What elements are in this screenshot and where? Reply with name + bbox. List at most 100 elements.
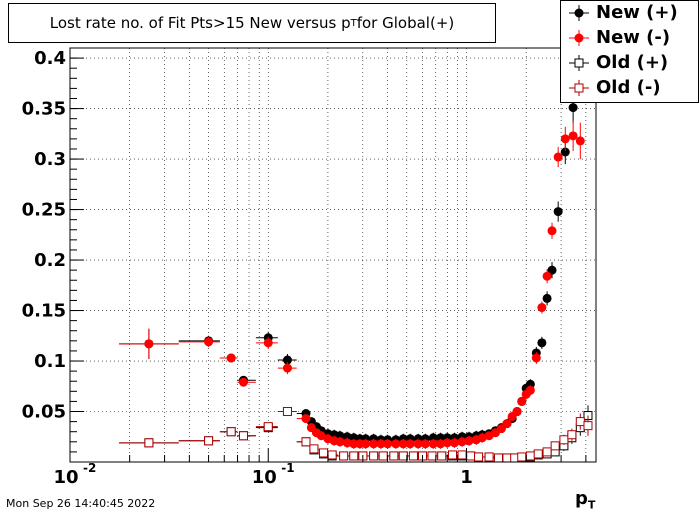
- data-point: [450, 437, 460, 448]
- point-marker: [383, 439, 393, 449]
- point-marker: [531, 353, 541, 363]
- legend-label-new-plus: New (+): [596, 2, 678, 23]
- data-point: [327, 450, 338, 460]
- chart-title-sub: T: [350, 17, 357, 29]
- data-point: [335, 436, 345, 447]
- point-marker: [204, 337, 214, 347]
- data-point: [408, 451, 418, 461]
- data-point: [531, 351, 541, 365]
- point-marker: [144, 438, 154, 448]
- x-axis-label: pT: [575, 488, 595, 512]
- point-marker: [282, 363, 292, 373]
- legend-item-new-minus: New (-): [561, 26, 700, 51]
- point-marker: [560, 147, 570, 157]
- timestamp: Mon Sep 26 14:40:45 2022: [6, 497, 156, 510]
- legend-marker-new-plus: [569, 5, 589, 21]
- data-point: [178, 335, 220, 346]
- point-marker: [533, 449, 543, 459]
- data-point: [553, 201, 563, 222]
- legend-marker-new-minus: [569, 30, 589, 46]
- data-point: [447, 450, 458, 460]
- point-marker: [427, 451, 437, 461]
- point-marker: [282, 355, 292, 365]
- y-tick-label: 0.05: [22, 402, 66, 423]
- y-tick-label: 0.1: [34, 351, 66, 372]
- data-point: [553, 146, 563, 168]
- point-marker: [398, 439, 408, 449]
- data-point: [405, 438, 415, 449]
- point-marker: [301, 414, 311, 424]
- point-marker: [309, 444, 319, 454]
- point-marker: [226, 427, 236, 437]
- data-point: [277, 407, 297, 417]
- point-marker: [464, 436, 474, 446]
- x-tick-label: 10: [53, 467, 78, 488]
- data-point: [550, 441, 560, 451]
- chart-title: Lost rate no. of Fit Pts>15 New versus p…: [8, 3, 496, 43]
- point-marker: [349, 439, 359, 449]
- point-marker: [537, 303, 547, 313]
- point-marker: [448, 450, 458, 460]
- point-marker: [226, 353, 236, 363]
- data-point: [474, 452, 484, 462]
- data-point: [517, 452, 527, 462]
- series-layer: [119, 92, 593, 463]
- data-point: [457, 436, 467, 447]
- point-marker: [474, 452, 484, 462]
- point-marker: [361, 439, 371, 449]
- point-marker: [547, 226, 557, 236]
- legend: New (+) New (-) Old (+) Old (-): [560, 0, 699, 103]
- data-point: [316, 431, 326, 441]
- point-marker: [512, 407, 522, 417]
- point-marker: [567, 430, 577, 440]
- point-marker: [568, 131, 578, 141]
- data-point: [398, 438, 408, 449]
- point-marker: [437, 451, 447, 461]
- legend-label-old-minus: Old (-): [596, 77, 661, 98]
- data-point: [537, 301, 547, 314]
- point-marker: [301, 437, 311, 447]
- data-point: [560, 126, 570, 151]
- point-marker: [466, 451, 476, 461]
- point-marker: [547, 265, 557, 275]
- point-marker: [282, 407, 292, 417]
- legend-label-old-plus: Old (+): [596, 52, 669, 73]
- axis-layer: 0.05 0.1 0.15 0.2 0.25 0.3 0.35 0.4 10 -2 10 -1 1: [22, 48, 587, 488]
- data-point: [342, 437, 352, 448]
- data-point: [178, 336, 220, 347]
- legend-item-new-plus: New (+): [561, 1, 700, 26]
- data-point: [237, 377, 256, 387]
- point-marker: [493, 453, 503, 463]
- point-marker: [327, 450, 337, 460]
- point-marker: [550, 441, 560, 451]
- chart-title-prefix: Lost rate no. of Fit Pts>15 New versus p: [49, 14, 351, 32]
- data-point: [547, 262, 557, 279]
- data-point: [296, 414, 311, 424]
- point-marker: [542, 447, 552, 457]
- point-marker: [144, 339, 154, 349]
- data-point: [583, 415, 593, 436]
- x-tick-label-exponent: -2: [83, 461, 96, 475]
- data-point: [318, 448, 329, 458]
- data-point: [388, 451, 399, 461]
- point-marker: [319, 448, 329, 458]
- data-point: [255, 422, 278, 432]
- y-tick-label: 0.3: [34, 149, 66, 170]
- data-point: [542, 447, 552, 457]
- data-point: [277, 362, 297, 375]
- point-marker: [316, 431, 326, 441]
- point-marker: [391, 439, 401, 449]
- data-point: [420, 438, 430, 449]
- data-point: [502, 453, 512, 463]
- data-point: [337, 451, 349, 461]
- data-point: [493, 453, 503, 463]
- point-marker: [560, 134, 570, 144]
- data-point: [568, 120, 578, 151]
- chart-title-suffix: for Global(+): [356, 14, 455, 32]
- x-tick-label: 1: [460, 467, 473, 488]
- data-point: [464, 435, 474, 446]
- x-axis-label-sub: T: [587, 498, 596, 512]
- data-point: [502, 419, 512, 429]
- y-tick-label: 0.25: [22, 200, 66, 221]
- point-marker: [525, 385, 535, 395]
